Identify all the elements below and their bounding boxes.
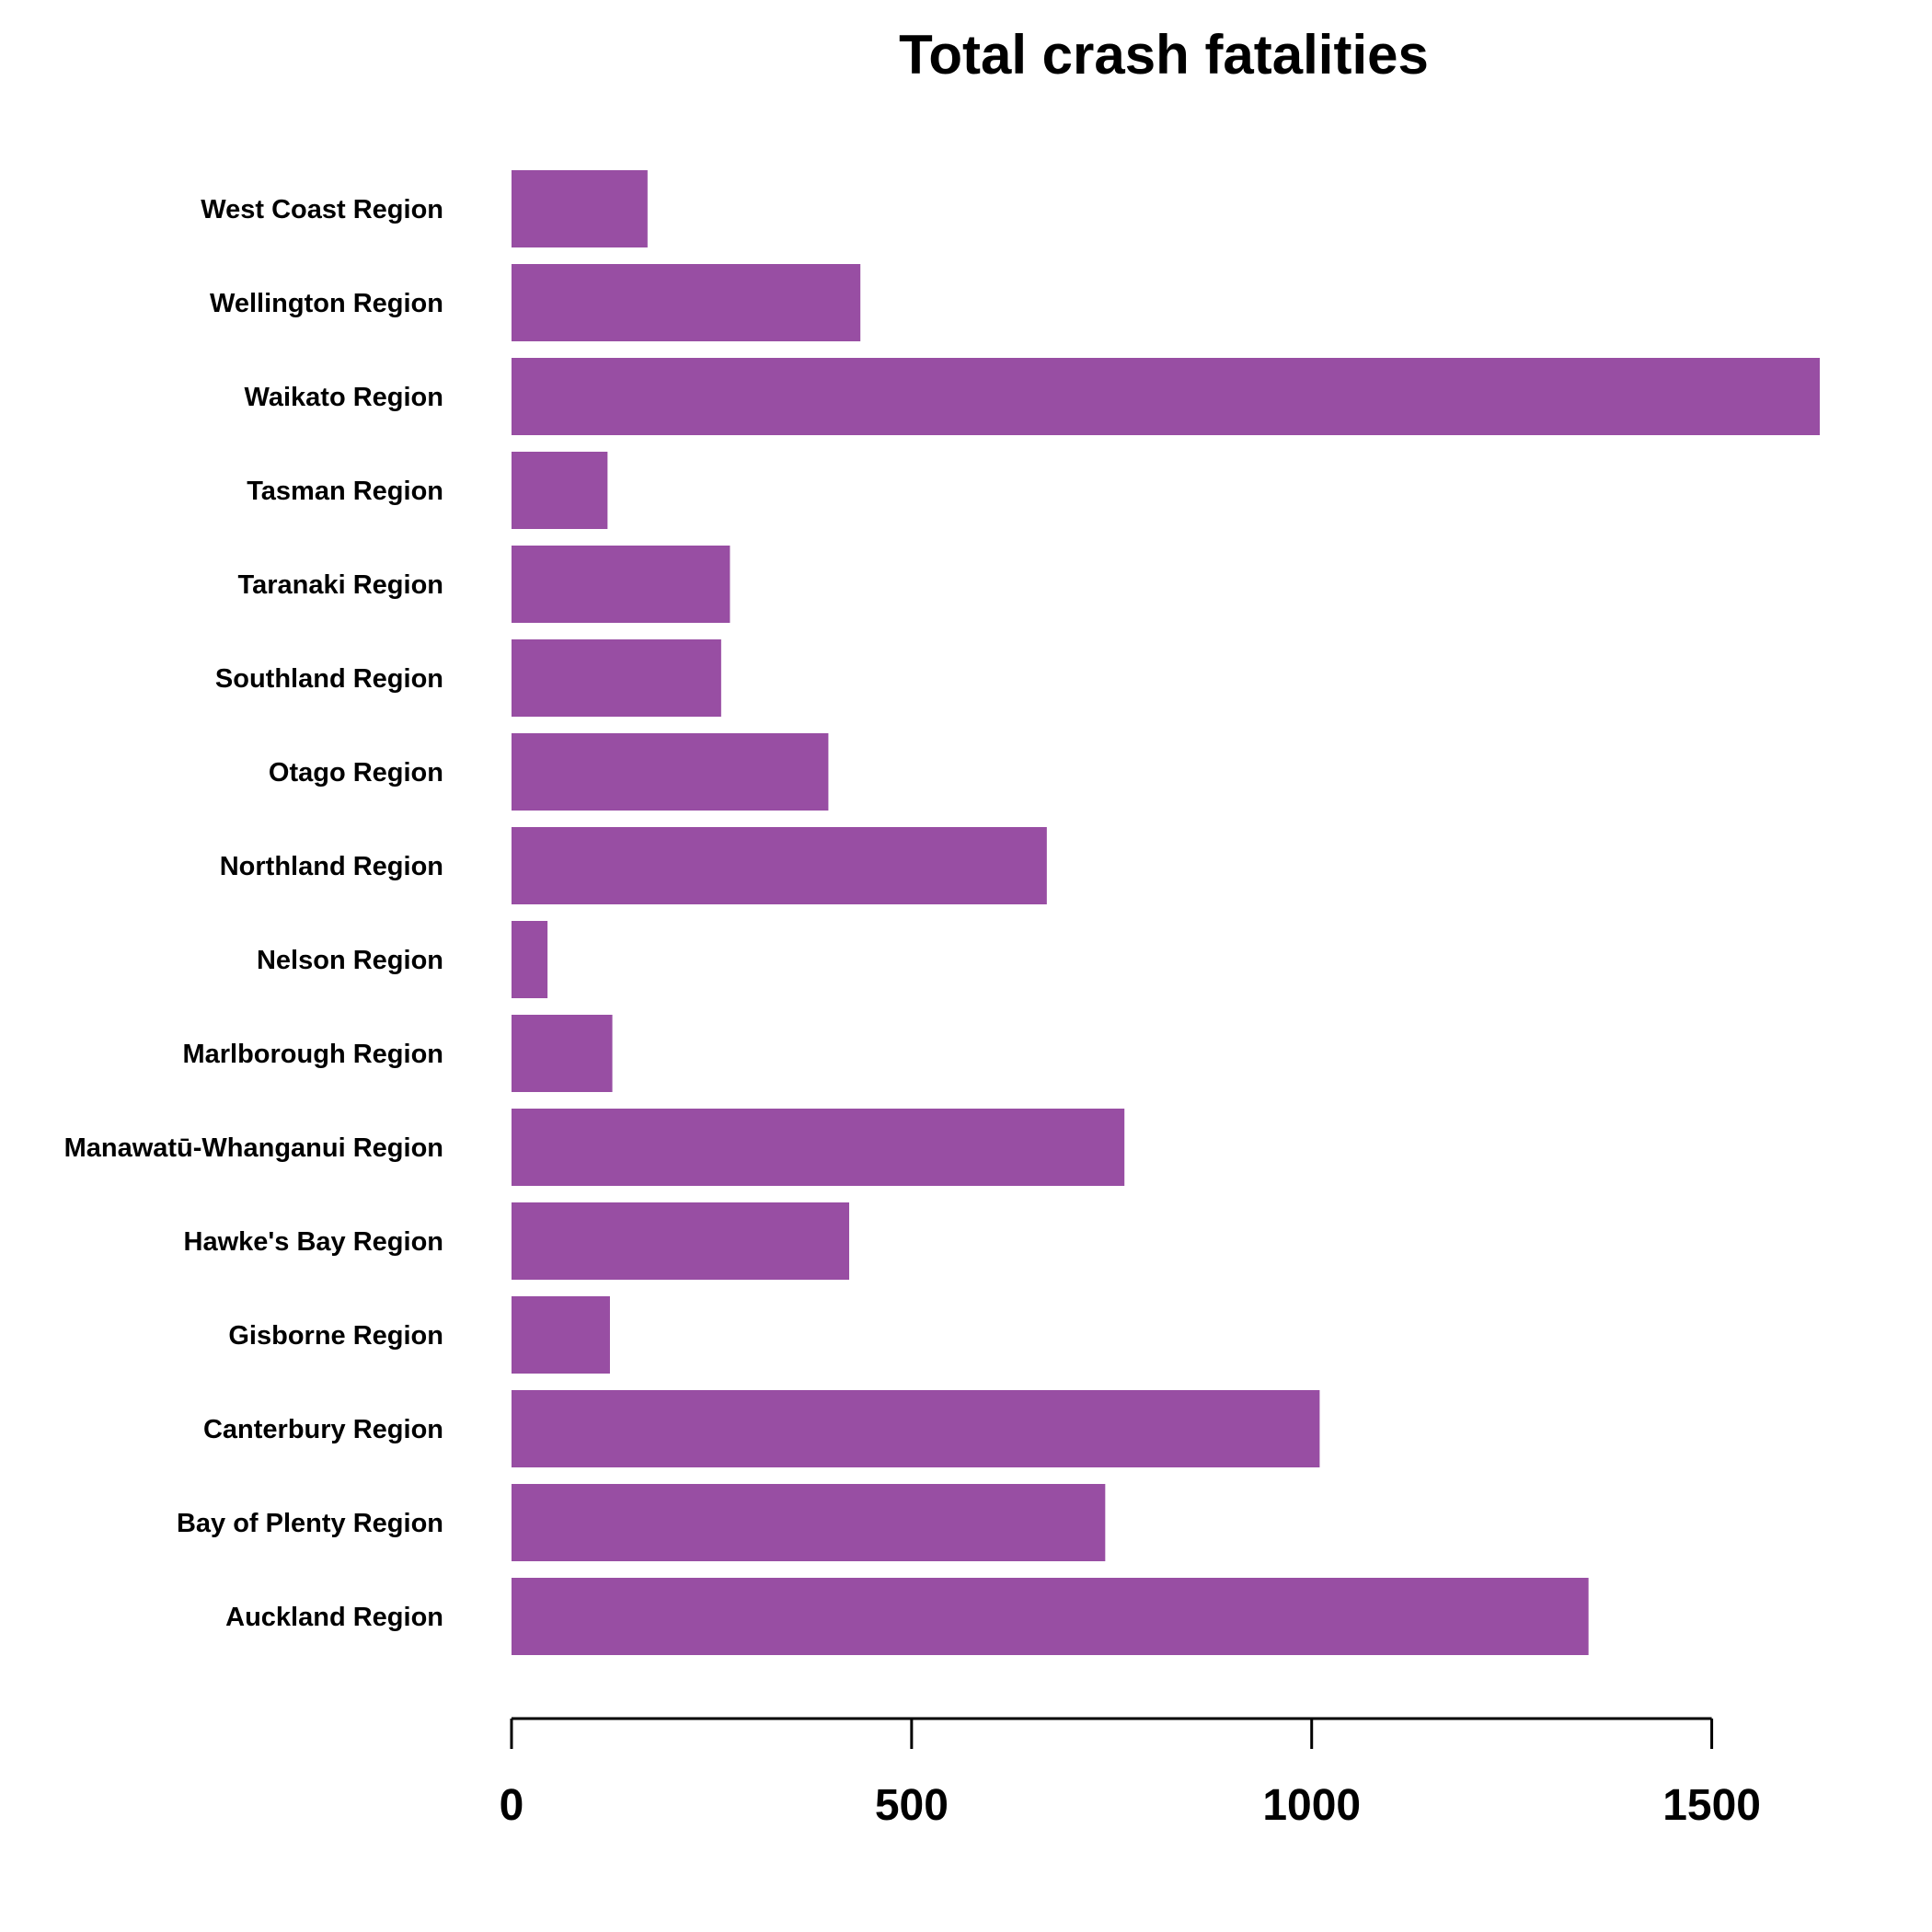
bar <box>512 733 829 811</box>
x-tick-label: 1500 <box>1662 1781 1761 1830</box>
category-label: Gisborne Region <box>228 1321 443 1351</box>
category-label: Taranaki Region <box>238 570 443 600</box>
bar <box>512 1484 1106 1561</box>
category-label: Manawatū-Whanganui Region <box>64 1133 443 1163</box>
category-label: Waikato Region <box>245 383 443 412</box>
category-label: Northland Region <box>220 852 443 881</box>
bar <box>512 827 1047 904</box>
x-tick-label: 1000 <box>1262 1781 1361 1830</box>
category-label: Otago Region <box>269 758 443 788</box>
bar <box>512 358 1820 435</box>
bar <box>512 264 861 341</box>
category-label: Marlborough Region <box>182 1040 443 1069</box>
category-label: Southland Region <box>215 664 443 694</box>
bar <box>512 921 548 998</box>
chart-title: Total crash fatalities <box>899 24 1429 86</box>
bar <box>512 1109 1125 1186</box>
bar <box>512 546 730 623</box>
bar <box>512 452 608 529</box>
category-label: Auckland Region <box>225 1603 443 1632</box>
category-label: Wellington Region <box>210 289 443 318</box>
category-label: Nelson Region <box>257 946 443 975</box>
category-labels: West Coast Region Wellington Region Waikat… <box>64 195 443 1632</box>
x-tick-label: 500 <box>875 1781 949 1830</box>
bar <box>512 170 648 247</box>
category-label: Canterbury Region <box>203 1415 443 1444</box>
bar <box>512 1390 1320 1467</box>
bar <box>512 1578 1589 1655</box>
x-axis: 0 500 1000 1500 <box>500 1717 1761 1830</box>
bar <box>512 1015 613 1092</box>
x-tick-label: 0 <box>500 1781 524 1830</box>
category-label: Hawke's Bay Region <box>184 1227 444 1257</box>
bar <box>512 1296 610 1374</box>
category-label: Bay of Plenty Region <box>177 1509 443 1538</box>
category-label: West Coast Region <box>201 195 443 224</box>
bar <box>512 639 721 717</box>
bar <box>512 1202 850 1280</box>
category-label: Tasman Region <box>247 477 443 506</box>
bars-group <box>512 170 1820 1655</box>
